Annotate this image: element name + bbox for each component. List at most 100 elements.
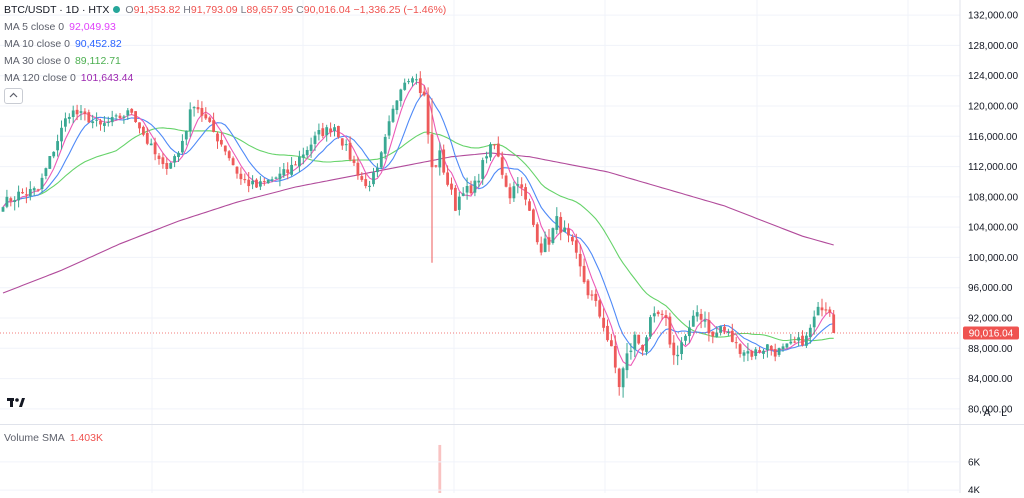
candle-body (688, 327, 691, 337)
volume-tick-label: 4K (968, 486, 981, 493)
candle-body (407, 81, 410, 83)
candle-body (438, 150, 442, 168)
candle-body (656, 311, 660, 315)
ma120-layer (2, 152, 834, 294)
candle-body (617, 368, 621, 388)
collapse-legend-button[interactable] (4, 88, 23, 104)
price-tick-label: 108,000.00 (968, 192, 1018, 203)
candle-body (212, 120, 215, 132)
candle-body (571, 236, 574, 242)
candle-body (582, 265, 586, 283)
candle-body (103, 123, 106, 126)
candle-body (598, 300, 602, 317)
candle-body (138, 122, 141, 129)
candle-body (130, 108, 134, 113)
candle-body (360, 176, 364, 180)
indicator-row-ma30[interactable]: MA 30 close 0 89,112.71 (4, 53, 449, 70)
candle-body (114, 115, 118, 117)
price-tick-label: 120,000.00 (968, 102, 1018, 113)
candle-body (500, 157, 504, 175)
volume-axis: 6K 4K (0, 457, 981, 497)
candle-body (808, 327, 812, 337)
tradingview-logo[interactable] (6, 394, 28, 414)
candle-body (286, 169, 290, 173)
candle-body (21, 192, 24, 194)
candle-body (738, 344, 742, 354)
candle-body (446, 172, 449, 185)
indicator-row-ma10[interactable]: MA 10 close 0 90,452.82 (4, 36, 449, 53)
candle-body (621, 368, 625, 388)
candle-body (415, 79, 418, 81)
change-value: −1,336.25 (−1.46%) (353, 4, 447, 16)
candle-body (278, 173, 282, 180)
candle-body (64, 118, 67, 127)
candle-body (36, 189, 40, 191)
candle-body (282, 169, 286, 176)
indicator-name: MA 5 close 0 (4, 21, 65, 33)
candle-body (181, 140, 184, 153)
candle-body (149, 143, 153, 146)
volume-tick-label: 6K (968, 457, 981, 468)
candle-body (434, 165, 438, 167)
candle-body (372, 172, 375, 185)
candle-body (493, 144, 496, 146)
candle-body (559, 216, 563, 233)
indicator-row-ma5[interactable]: MA 5 close 0 92,049.93 (4, 19, 449, 36)
candle-body (255, 179, 258, 188)
candle-body (52, 151, 56, 157)
price-tick-label: 92,000.00 (968, 314, 1013, 325)
candle-body (196, 107, 200, 110)
candle-body (793, 341, 797, 343)
candle-body (188, 109, 192, 132)
candle-body (430, 134, 434, 168)
candle-body (610, 340, 613, 347)
candle-body (563, 227, 566, 232)
candle-body (805, 335, 808, 346)
candle-body (660, 313, 664, 315)
candles-layer (1, 71, 836, 398)
candle-body (403, 82, 407, 90)
candle-body (746, 351, 750, 354)
candle-body (551, 228, 555, 243)
candle-body (442, 149, 446, 173)
symbol-title[interactable]: BTC/USDT · 1D · HTX (4, 4, 110, 16)
candle-body (177, 152, 180, 158)
candle-body (266, 179, 270, 184)
candle-body (664, 315, 668, 318)
candle-body (227, 151, 231, 159)
candle-body (9, 198, 13, 201)
candle-body (126, 110, 130, 116)
high-label: H (183, 4, 191, 16)
candle-body (820, 307, 824, 311)
auto-scale-button[interactable]: A (983, 407, 991, 419)
candle-body (524, 187, 527, 200)
candle-body (387, 121, 391, 136)
candle-body (301, 154, 305, 158)
candle-body (110, 117, 114, 123)
candle-body (469, 185, 473, 194)
candle-body (789, 341, 793, 344)
candle-body (364, 179, 368, 187)
indicator-row-ma120[interactable]: MA 120 close 0 101,643.44 (4, 70, 449, 87)
candle-body (290, 164, 293, 175)
candle-body (711, 331, 715, 337)
candle-body (520, 184, 524, 188)
candle-body (766, 344, 769, 351)
candle-body (812, 316, 816, 328)
volume-legend[interactable]: Volume SMA 1.403K (4, 432, 103, 444)
candle-body (590, 294, 594, 296)
candle-body (730, 330, 734, 342)
low-value: 89,657.95 (246, 4, 294, 16)
low-label: L (240, 4, 247, 16)
candle-body (734, 342, 738, 344)
candle-body (379, 152, 383, 168)
candle-body (797, 337, 800, 341)
candle-body (173, 156, 176, 163)
price-tick-label: 112,000.00 (968, 162, 1018, 173)
candle-body (220, 139, 223, 145)
candle-body (337, 125, 340, 138)
candle-body (824, 309, 828, 311)
log-scale-button[interactable]: L (1001, 407, 1007, 419)
